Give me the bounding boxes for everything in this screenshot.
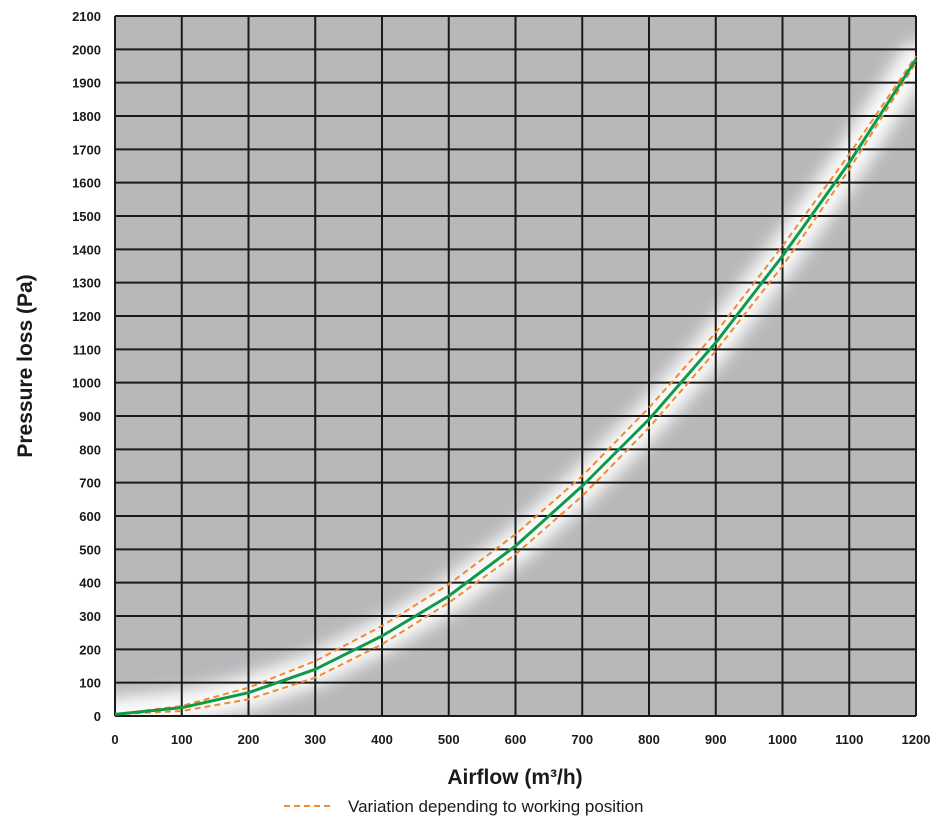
y-tick-label: 700 [79,476,101,491]
y-tick-label: 600 [79,509,101,524]
y-tick-label: 0 [94,709,101,724]
x-axis-title: Airflow (m³/h) [447,766,582,789]
y-tick-label: 1500 [72,209,101,224]
legend: Variation depending to working position [284,797,644,816]
x-tick-label: 800 [638,732,660,747]
y-tick-label: 900 [79,409,101,424]
y-tick-label: 2100 [72,9,101,24]
x-tick-label: 1000 [768,732,797,747]
y-tick-label: 1000 [72,376,101,391]
x-tick-label: 600 [505,732,527,747]
series-line-variation-2 [114,62,917,716]
x-tick-label: 200 [238,732,260,747]
y-tick-label: 1600 [72,176,101,191]
y-tick-label: 500 [79,542,101,557]
x-tick-label: 500 [438,732,460,747]
x-tick-label: 100 [171,732,193,747]
y-tick-label: 1900 [72,76,101,91]
series-line-pressure-loss [114,58,918,716]
x-tick-label: 900 [705,732,727,747]
y-axis-title: Pressure loss (Pa) [14,274,37,457]
legend-label: Variation depending to working position [348,797,644,816]
y-tick-label: 1200 [72,309,101,324]
y-tick-label: 2000 [72,42,101,57]
x-tick-label: 300 [304,732,326,747]
y-tick-label: 300 [79,609,101,624]
x-tick-label: 1100 [835,732,863,747]
x-tick-label: 0 [111,732,118,747]
y-tick-label: 1700 [72,142,101,157]
y-tick-label: 100 [79,676,101,691]
y-tick-label: 800 [79,442,101,457]
x-tick-label: 700 [571,732,593,747]
y-tick-label: 1800 [72,109,101,124]
x-tick-label: 1200 [902,732,931,747]
y-tick-label: 400 [79,576,101,591]
series-line-variation-1 [114,55,917,716]
y-tick-label: 200 [79,642,101,657]
x-tick-label: 400 [371,732,393,747]
y-tick-label: 1100 [73,342,101,357]
y-tick-label: 1400 [72,242,101,257]
y-tick-label: 1300 [72,276,101,291]
